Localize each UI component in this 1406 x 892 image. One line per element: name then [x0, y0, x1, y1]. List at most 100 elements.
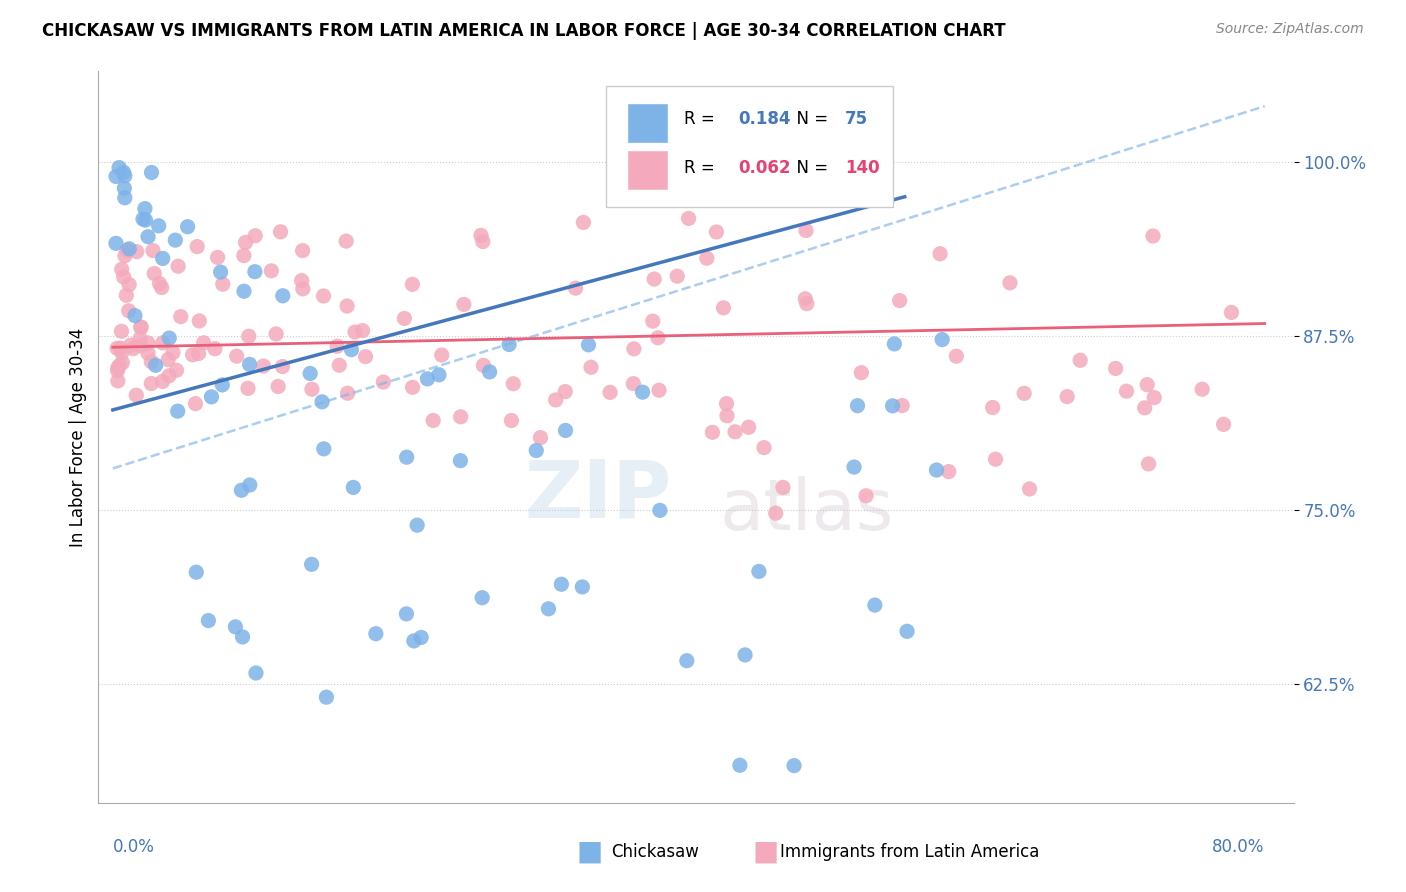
Point — [984, 452, 1007, 467]
Point — [239, 478, 262, 492]
Point — [111, 262, 134, 277]
Point — [373, 375, 395, 389]
Bar — [627, 150, 668, 190]
Point — [112, 165, 135, 179]
Point — [197, 614, 219, 628]
Point — [162, 345, 184, 359]
Point — [696, 251, 718, 265]
Point — [129, 339, 152, 353]
Point — [209, 265, 232, 279]
Point — [621, 376, 644, 391]
Point — [544, 392, 567, 407]
Point — [134, 202, 156, 216]
Text: Immigrants from Latin America: Immigrants from Latin America — [780, 843, 1039, 861]
Point — [233, 284, 256, 298]
Point — [631, 385, 654, 400]
Point — [167, 259, 190, 273]
Point — [232, 248, 254, 262]
Point — [118, 277, 141, 292]
Point — [648, 503, 671, 517]
Text: Chickasaw: Chickasaw — [612, 843, 700, 861]
Point — [422, 413, 444, 427]
Point — [115, 244, 138, 258]
Point — [394, 311, 416, 326]
Point — [1115, 384, 1137, 399]
Point — [675, 654, 697, 668]
Text: ■: ■ — [752, 838, 779, 866]
Point — [564, 281, 586, 295]
Point — [554, 424, 576, 438]
Point — [150, 280, 173, 294]
Point — [260, 264, 283, 278]
Point — [752, 441, 775, 455]
Point — [326, 339, 349, 353]
Point — [211, 277, 233, 292]
Text: 0.062: 0.062 — [738, 159, 790, 177]
Point — [1212, 417, 1234, 432]
Point — [889, 293, 911, 308]
Text: N =: N = — [786, 159, 832, 177]
Point — [1012, 386, 1035, 401]
Point — [406, 518, 429, 533]
Point — [430, 348, 453, 362]
Point — [470, 228, 492, 243]
Point — [846, 399, 869, 413]
Point — [599, 385, 621, 400]
Point — [311, 394, 333, 409]
Point — [125, 388, 148, 402]
Point — [1142, 229, 1164, 244]
Point — [1018, 482, 1040, 496]
Point — [579, 360, 602, 375]
Point — [312, 289, 335, 303]
Point — [666, 269, 689, 284]
Point — [115, 288, 138, 302]
Point — [748, 565, 770, 579]
Point — [471, 235, 494, 249]
Point — [312, 442, 335, 456]
Point — [125, 244, 148, 259]
Point — [245, 665, 267, 680]
Point — [855, 489, 877, 503]
Text: R =: R = — [685, 159, 720, 177]
Point — [211, 378, 233, 392]
Point — [981, 401, 1004, 415]
Point — [238, 329, 260, 343]
Point — [1056, 390, 1078, 404]
Point — [706, 225, 728, 239]
Point — [529, 431, 551, 445]
Point — [239, 357, 262, 371]
Text: atlas: atlas — [720, 475, 894, 545]
Point — [571, 580, 593, 594]
Point — [108, 359, 131, 373]
Point — [401, 380, 423, 394]
Point — [114, 249, 136, 263]
Point — [148, 219, 170, 233]
Point — [1137, 457, 1160, 471]
Point — [472, 359, 495, 373]
Point — [181, 348, 204, 362]
Point — [243, 265, 266, 279]
Point — [1220, 305, 1243, 319]
Point — [291, 282, 314, 296]
Point — [896, 624, 918, 639]
Point — [145, 358, 167, 372]
Point — [340, 343, 363, 357]
Point — [1104, 361, 1126, 376]
Point — [772, 480, 794, 494]
Point — [395, 450, 418, 465]
Point — [291, 274, 314, 288]
Point — [236, 381, 259, 395]
Point — [737, 420, 759, 434]
Text: 0.184: 0.184 — [738, 110, 790, 128]
Point — [537, 602, 560, 616]
Point — [501, 413, 523, 427]
Point — [765, 506, 787, 520]
Point — [925, 463, 948, 477]
Point — [291, 244, 314, 258]
Point — [231, 483, 253, 498]
Point — [105, 169, 128, 184]
Point — [550, 577, 572, 591]
Point — [184, 397, 207, 411]
Point — [411, 631, 433, 645]
Point — [343, 325, 366, 339]
